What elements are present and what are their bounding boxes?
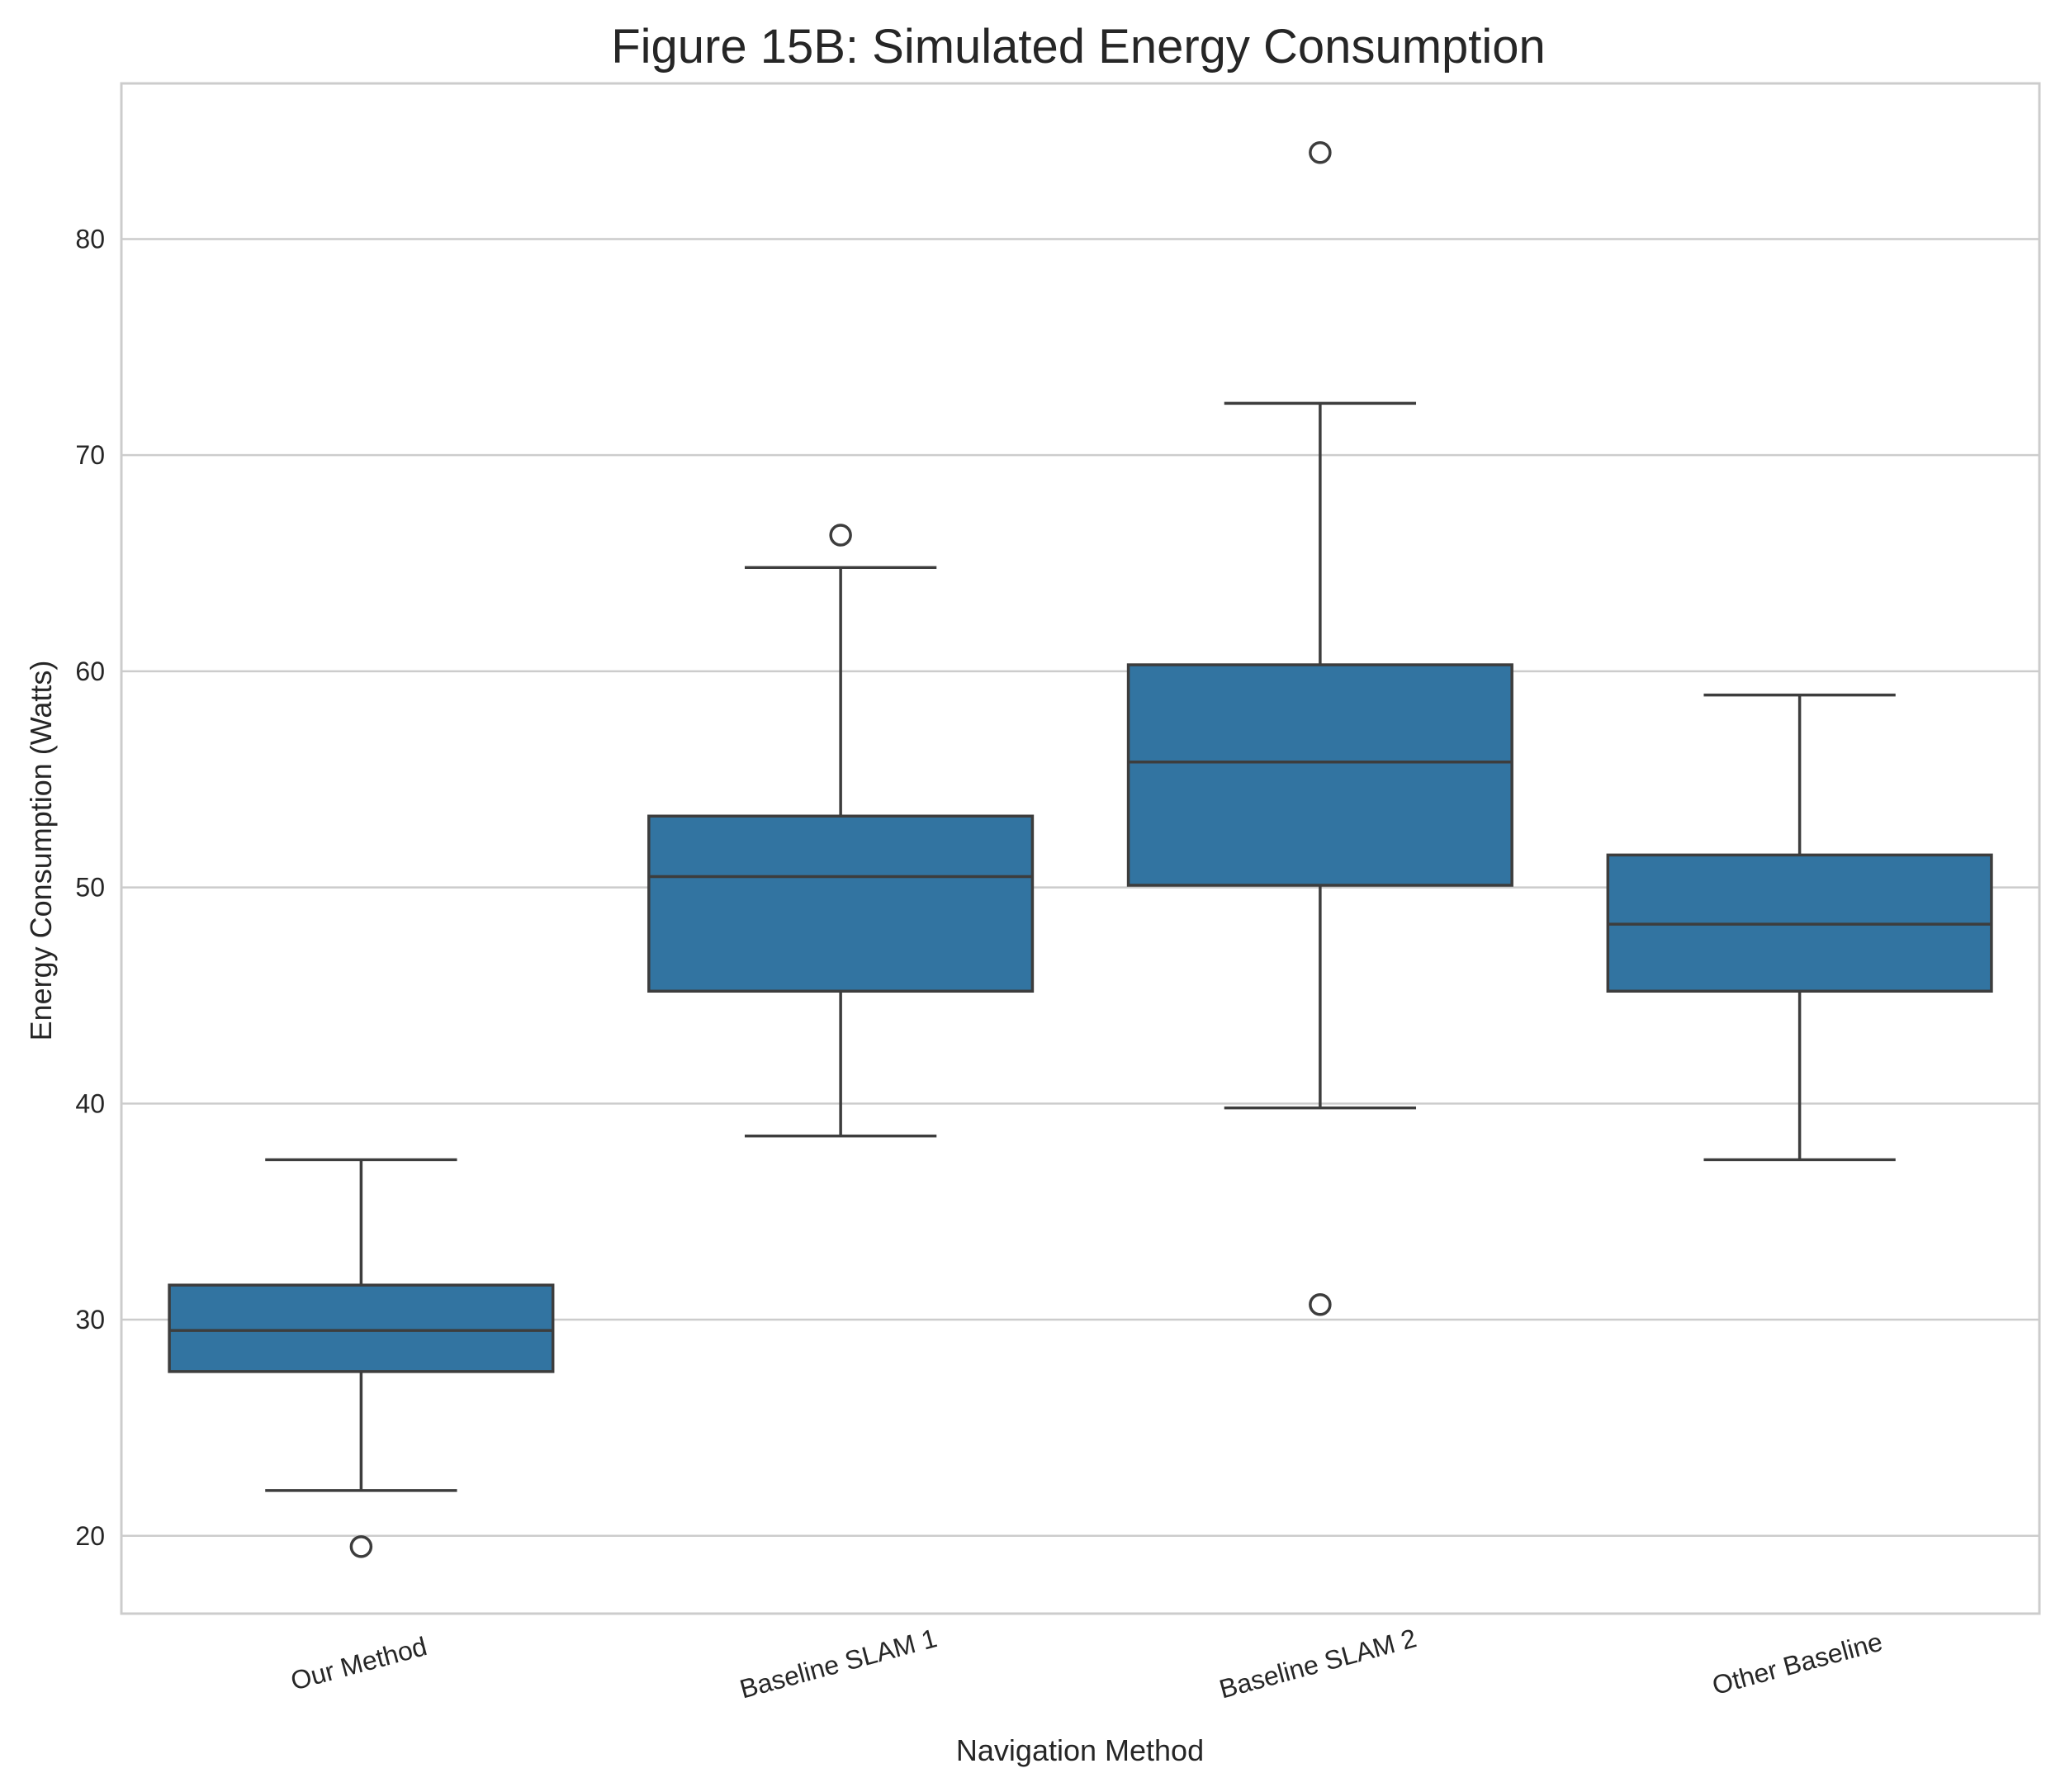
y-tick-label-30: 30 bbox=[75, 1305, 105, 1335]
y-tick-label-40: 40 bbox=[75, 1088, 105, 1118]
x-tick-label-other-baseline: Other Baseline bbox=[1709, 1627, 1886, 1701]
iqr-box-baseline-slam-1 bbox=[647, 814, 1035, 993]
x-tick-label-baseline-slam-1: Baseline SLAM 1 bbox=[736, 1623, 940, 1704]
chart-title: Figure 15B: Simulated Energy Consumption bbox=[611, 20, 1546, 73]
box-our-method bbox=[168, 1158, 555, 1558]
x-tick-label-our-method: Our Method bbox=[287, 1631, 430, 1696]
boxes bbox=[168, 141, 1993, 1558]
y-tick-label-60: 60 bbox=[75, 657, 105, 686]
x-axis-label: Navigation Method bbox=[956, 1733, 1204, 1767]
box-other-baseline bbox=[1606, 693, 1993, 1162]
plot-frame bbox=[120, 82, 2041, 1615]
y-tick-label-80: 80 bbox=[75, 224, 105, 254]
iqr-box-our-method bbox=[168, 1283, 555, 1373]
y-tick-label-70: 70 bbox=[75, 440, 105, 470]
box-baseline-slam-1 bbox=[647, 524, 1035, 1138]
box-baseline-slam-2 bbox=[1126, 141, 1513, 1316]
x-tick-label-baseline-slam-2: Baseline SLAM 2 bbox=[1216, 1623, 1419, 1704]
outlier-baseline-slam-1-0 bbox=[829, 524, 852, 547]
x-tick-labels: Our Method Baseline SLAM 1 Baseline SLAM 2… bbox=[287, 1623, 1885, 1704]
y-tick-label-50: 50 bbox=[75, 873, 105, 903]
y-axis-label: Energy Consumption (Watts) bbox=[24, 661, 58, 1041]
y-tick-labels: 20 30 40 50 60 70 80 bbox=[75, 224, 105, 1550]
y-tick-label-20: 20 bbox=[75, 1521, 105, 1551]
outlier-baseline-slam-2-1 bbox=[1309, 1292, 1332, 1316]
iqr-box-baseline-slam-2 bbox=[1126, 663, 1513, 887]
outlier-baseline-slam-2-0 bbox=[1309, 141, 1332, 164]
outlier-our-method-0 bbox=[349, 1535, 373, 1558]
